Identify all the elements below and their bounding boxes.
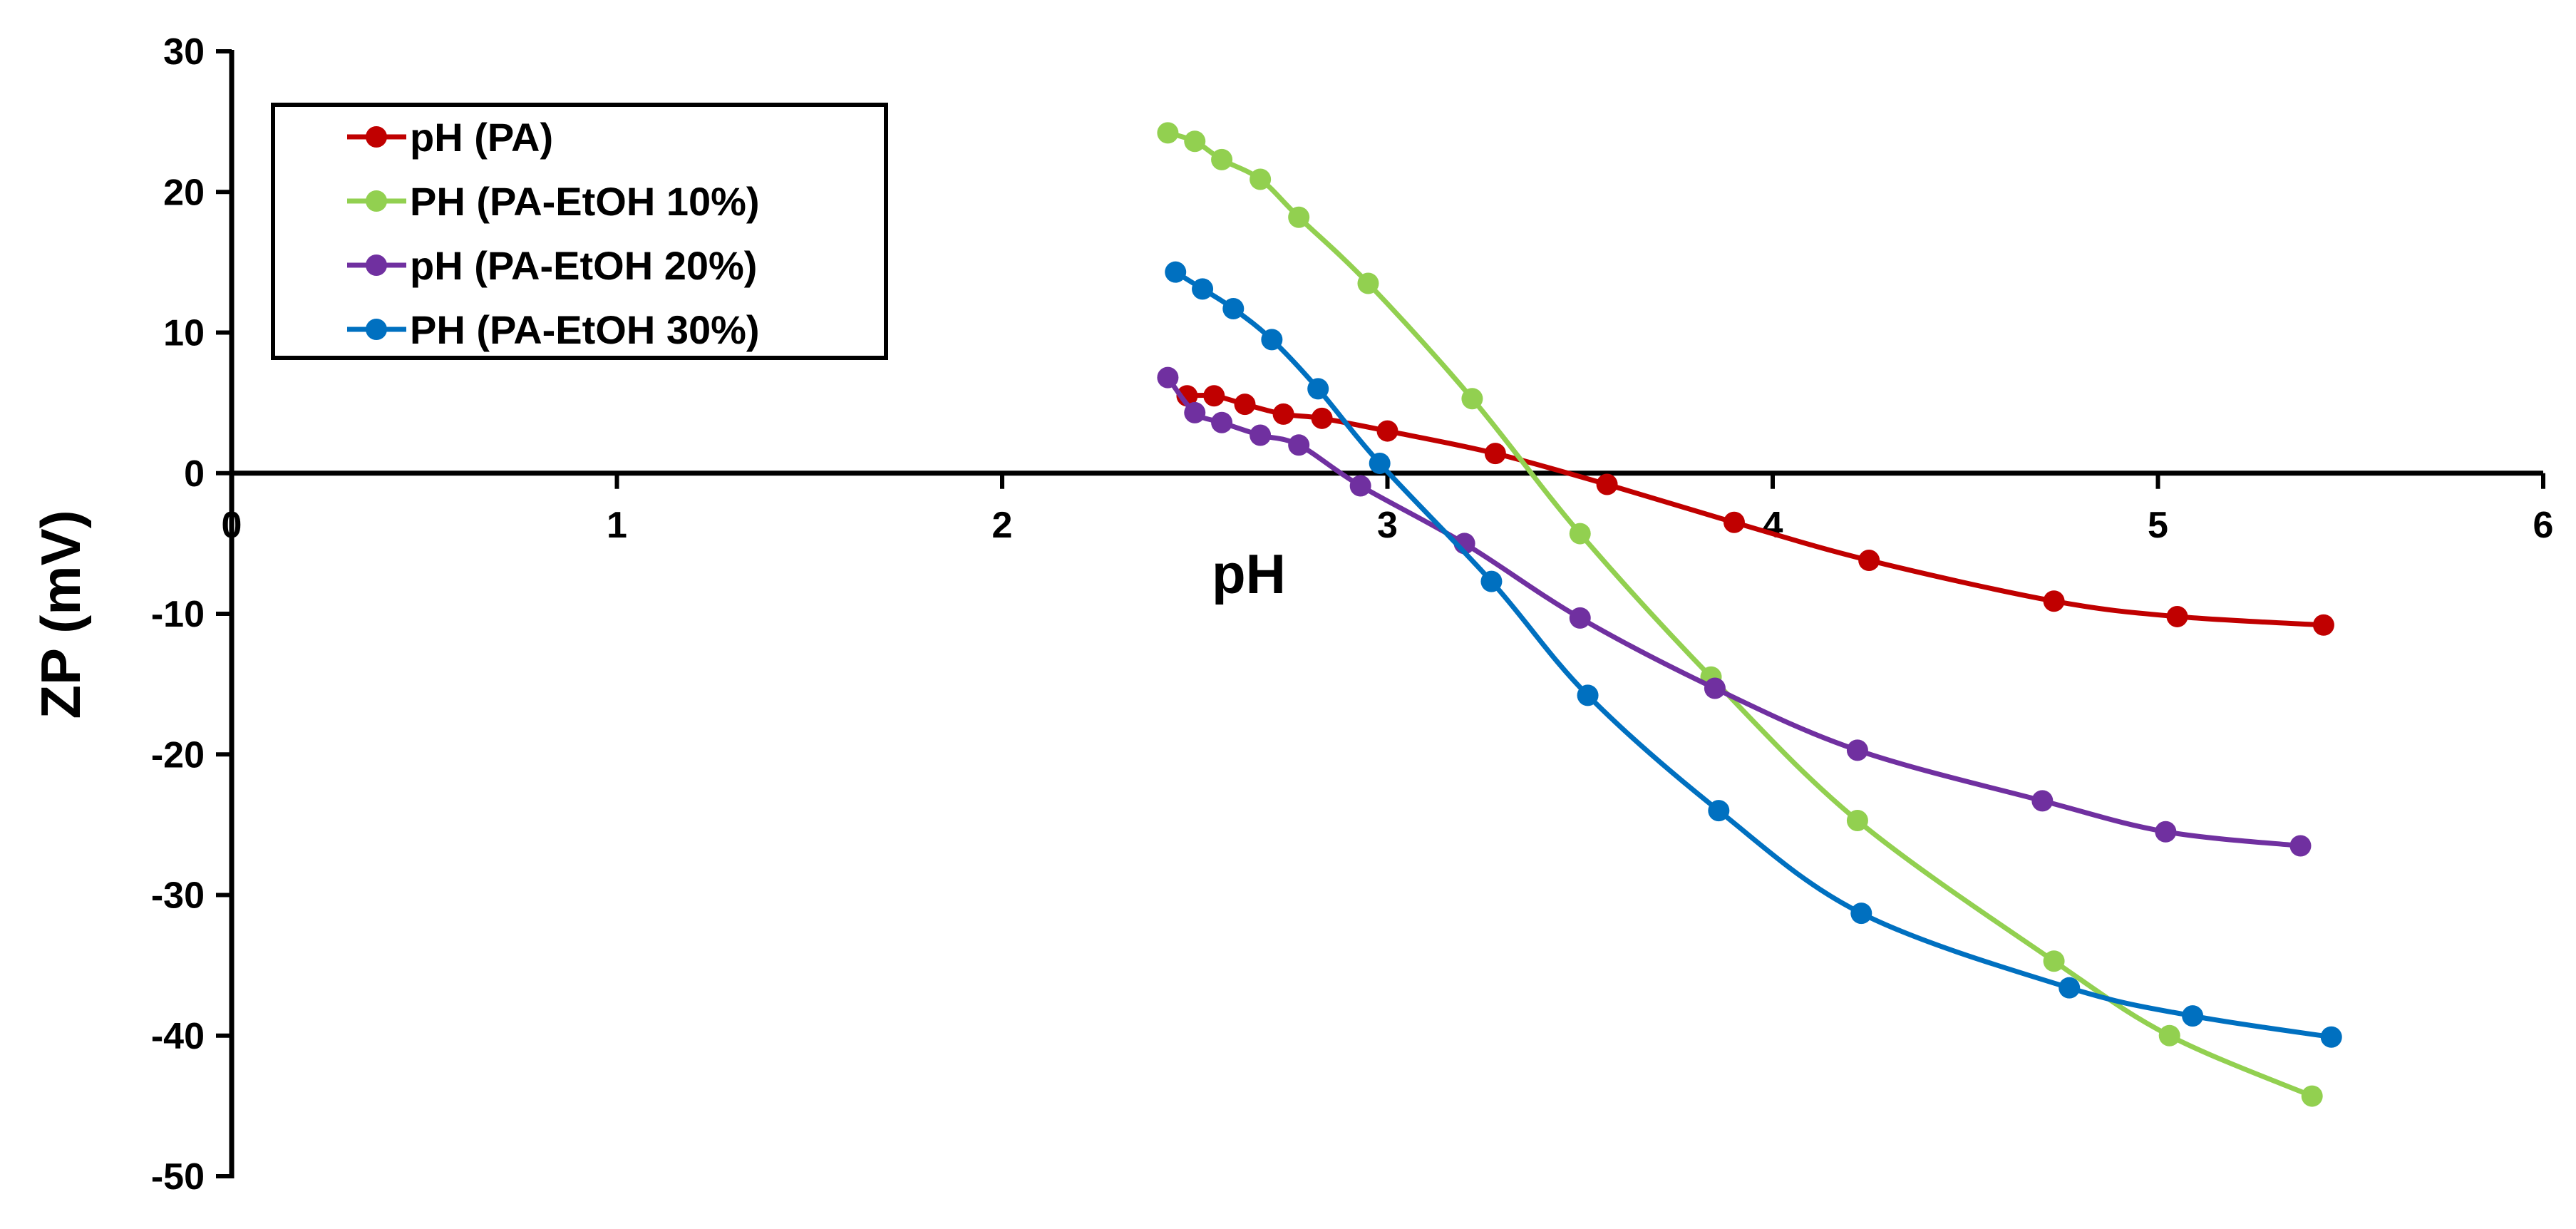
data-point (1288, 434, 1310, 456)
legend-label: PH (PA-EtOH 30%) (410, 307, 760, 352)
x-tick-label: 0 (222, 505, 242, 546)
data-point (1596, 473, 1618, 495)
y-tick-label: -30 (151, 875, 205, 917)
y-axis-title: ZP (mV) (29, 510, 92, 719)
y-tick-label: 10 (163, 313, 205, 354)
legend: pH (PA) PH (PA-EtOH 10%) pH (PA-EtOH 20%) P… (271, 103, 888, 360)
data-point (1288, 206, 1310, 228)
series-1 (1176, 385, 2334, 636)
legend-entry: pH (PA) (347, 115, 553, 160)
x-tick-label: 3 (1377, 505, 1398, 546)
data-point (1484, 443, 1506, 465)
x-tick-label: 2 (992, 505, 1013, 546)
data-point (2312, 614, 2334, 636)
y-tick-label: 0 (184, 453, 205, 495)
data-point (1234, 394, 1256, 416)
legend-entry: PH (PA-EtOH 30%) (347, 307, 760, 352)
legend-marker (366, 319, 387, 340)
data-point (1461, 388, 1483, 410)
data-point (2043, 590, 2065, 612)
legend-marker (366, 190, 387, 212)
data-point (1708, 800, 1730, 822)
data-point (1261, 329, 1283, 351)
data-point (1704, 677, 1726, 699)
legend-label: pH (PA) (410, 115, 553, 160)
data-point (2301, 1085, 2323, 1107)
data-point (1480, 570, 1503, 592)
data-point (2182, 1005, 2204, 1027)
data-point (1369, 452, 1391, 474)
data-point (1311, 407, 1333, 429)
y-tick-label: 20 (163, 172, 205, 213)
data-point (1203, 385, 1225, 407)
data-point (1192, 278, 1214, 300)
data-point (1569, 607, 1591, 629)
x-axis-title: pH (1212, 542, 1286, 605)
data-point (2155, 821, 2177, 843)
data-point (1723, 511, 1745, 533)
data-point (2320, 1026, 2342, 1048)
data-point (2166, 605, 2188, 627)
x-tick-label: 4 (1763, 505, 1783, 546)
data-point (2031, 790, 2054, 812)
data-point (1184, 130, 1206, 153)
data-point (1165, 261, 1187, 283)
data-point (1850, 903, 1872, 925)
data-point (1157, 122, 1179, 144)
legend-marker (366, 254, 387, 276)
axis-titles: pH ZP (mV) (29, 510, 1286, 719)
legend-label: PH (PA-EtOH 10%) (410, 179, 760, 224)
data-point (1211, 148, 1233, 170)
x-tick-label: 1 (607, 505, 627, 546)
legend-label: pH (PA-EtOH 20%) (410, 243, 757, 288)
data-point (1569, 523, 1591, 545)
data-point (1846, 809, 1868, 831)
x-tick-label: 6 (2533, 505, 2554, 546)
legend-entry: pH (PA-EtOH 20%) (347, 243, 757, 288)
data-point (1222, 297, 1245, 319)
legend-entry: PH (PA-EtOH 10%) (347, 179, 760, 224)
data-point (2158, 1024, 2180, 1047)
tick-labels: 30 20 10 0 -10 -20 -30 -40 -50 0 1 2 3 4 5 6 (151, 31, 2554, 1198)
data-point (1157, 366, 1179, 389)
x-tick-label: 5 (2148, 505, 2168, 546)
y-tick-label: -50 (151, 1156, 205, 1198)
data-point (1307, 378, 1329, 400)
data-point (1846, 739, 1868, 761)
data-point (1577, 684, 1599, 706)
data-point (1250, 424, 1272, 446)
data-point (2289, 835, 2312, 857)
data-point (1858, 550, 1880, 572)
series-4 (1165, 261, 2342, 1048)
data-point (1272, 403, 1294, 425)
y-tick-label: -40 (151, 1016, 205, 1057)
data-point (2059, 977, 2081, 999)
data-point (1349, 475, 1371, 497)
series-line (1173, 269, 2334, 1040)
data-point (1184, 401, 1206, 423)
data-point (1357, 272, 1379, 294)
y-tick-label: -20 (151, 734, 205, 776)
series-lines (1157, 122, 2342, 1107)
y-tick-label: -10 (151, 594, 205, 635)
y-tick-label: 30 (163, 31, 205, 73)
data-point (1250, 168, 1272, 190)
data-point (1376, 420, 1398, 442)
legend-marker (366, 126, 387, 148)
data-point (1211, 411, 1233, 433)
data-point (2043, 950, 2065, 972)
